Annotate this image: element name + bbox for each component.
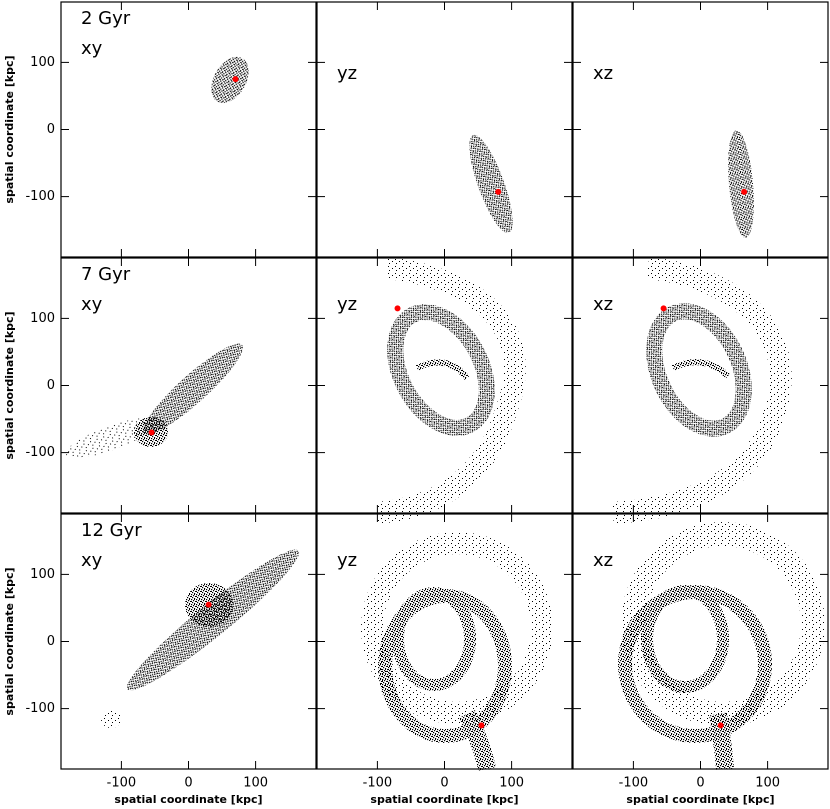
y-tick-label: -100 — [25, 701, 55, 716]
particles — [211, 56, 249, 104]
panel: yz — [316, 1, 573, 258]
x-tick-label: 0 — [440, 776, 448, 791]
y-tick-label: 100 — [30, 311, 55, 326]
center-point — [394, 305, 401, 312]
projection-label: xy — [81, 550, 103, 571]
projection-label: xz — [593, 63, 613, 84]
panel: xz — [572, 257, 829, 524]
x-tick-label: 0 — [696, 776, 704, 791]
x-tick-label: -100 — [363, 776, 393, 791]
particle-cloud — [361, 532, 553, 771]
projection-label: yz — [337, 550, 357, 571]
particles — [612, 257, 792, 524]
particles — [361, 532, 553, 724]
y-axis-label: spatial coordinate [kpc] — [3, 55, 16, 203]
center-point — [232, 76, 239, 83]
particle-cloud — [469, 134, 513, 234]
particles — [378, 589, 512, 743]
projection-label: xz — [593, 550, 613, 571]
panel-frame — [316, 1, 573, 258]
panel: -100 0 100 yz spatial coordinate [kpc] — [316, 513, 573, 806]
y-tick-label: 0 — [47, 634, 55, 649]
x-tick-label: 100 — [243, 776, 268, 791]
particles — [709, 712, 734, 770]
y-tick-label: 100 — [30, 55, 55, 70]
center-point — [717, 722, 724, 729]
center-point — [741, 188, 748, 195]
projection-label: yz — [337, 63, 357, 84]
x-axis-label: spatial coordinate [kpc] — [370, 793, 518, 806]
x-tick-label: 100 — [755, 776, 780, 791]
particles — [618, 585, 772, 743]
particles — [143, 343, 243, 435]
particles — [728, 130, 754, 238]
particle-cloud — [375, 257, 526, 524]
particle-cloud — [211, 56, 249, 104]
panel: -100 0 100 7 Gyr xy spatial coordinate [kpc] — [3, 257, 317, 514]
particle-cloud — [612, 257, 792, 524]
projection-label: xz — [593, 294, 613, 315]
panel: xz — [572, 1, 829, 258]
panel: -100 0 100 -100 0 100 12 Gyr xy spatial coordina… — [3, 513, 317, 806]
particles — [469, 134, 513, 234]
particle-cloud — [101, 549, 300, 728]
time-label: 7 Gyr — [81, 264, 131, 285]
center-point — [495, 188, 502, 195]
x-axis-label: spatial coordinate [kpc] — [626, 793, 774, 806]
panel: -100 0 100 xz spatial coordinate [kpc] — [572, 513, 829, 806]
y-tick-label: 0 — [47, 378, 55, 393]
particles — [671, 359, 731, 379]
particles — [387, 304, 495, 436]
projection-label: xy — [81, 38, 103, 59]
projection-label: yz — [337, 294, 357, 315]
y-tick-label: 100 — [30, 567, 55, 582]
time-label: 2 Gyr — [81, 8, 131, 29]
particle-cloud — [65, 343, 243, 458]
y-tick-label: -100 — [25, 445, 55, 460]
particles — [458, 709, 496, 771]
x-tick-label: 0 — [184, 776, 192, 791]
particle-cloud — [618, 522, 825, 770]
center-point — [660, 305, 667, 312]
x-tick-label: -100 — [619, 776, 649, 791]
panel: -100 0 100 2 Gyr xy spatial coordinate [kpc] — [3, 1, 317, 258]
center-point — [478, 722, 485, 729]
particles — [101, 710, 121, 728]
time-label: 12 Gyr — [81, 520, 142, 541]
particle-cloud — [728, 130, 754, 238]
panel: yz — [316, 257, 573, 524]
particles — [375, 257, 526, 524]
particles — [65, 418, 157, 458]
projection-label: xy — [81, 294, 103, 315]
panel-frame — [572, 1, 829, 258]
x-tick-label: -100 — [107, 776, 137, 791]
x-axis-label: spatial coordinate [kpc] — [114, 793, 262, 806]
y-tick-label: 0 — [47, 122, 55, 137]
x-tick-label: 100 — [499, 776, 524, 791]
particles — [646, 303, 752, 437]
particles — [415, 359, 470, 380]
y-axis-label: spatial coordinate [kpc] — [3, 311, 16, 459]
center-point — [205, 601, 212, 608]
center-point — [148, 429, 155, 436]
y-axis-label: spatial coordinate [kpc] — [3, 567, 16, 715]
y-tick-label: -100 — [25, 189, 55, 204]
